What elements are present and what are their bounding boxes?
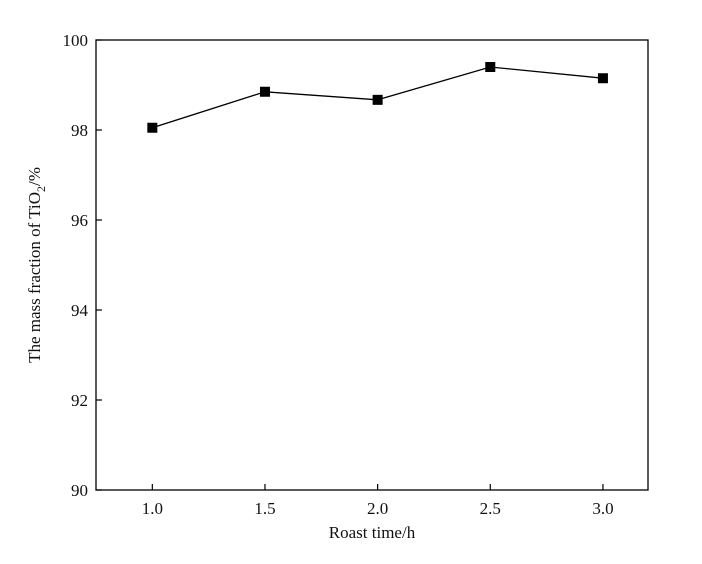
y-tick-label: 98 [71, 121, 88, 140]
data-point-marker [485, 62, 496, 72]
x-tick-label: 1.5 [254, 499, 275, 518]
y-axis-title-main: The mass fraction of TiO [25, 192, 44, 363]
x-tick-label: 2.5 [480, 499, 501, 518]
data-point-marker [372, 94, 383, 105]
x-tick-label: 2.0 [367, 499, 388, 518]
x-axis-ticks: 1.0 1.5 2.0 2.5 3.0 [142, 484, 614, 518]
x-tick-label: 3.0 [592, 499, 613, 518]
y-axis-title-suffix: /% [25, 167, 44, 186]
y-axis-title: The mass fraction of TiO2/% [25, 167, 48, 363]
y-axis-title-subscript: 2 [34, 186, 48, 192]
x-axis-title: Roast time/h [329, 523, 416, 542]
data-point-marker [147, 122, 158, 133]
y-tick-label: 90 [71, 481, 88, 500]
plot-frame [95, 39, 649, 491]
y-axis-ticks: 90 92 94 96 98 100 [63, 31, 102, 500]
data-point-marker [259, 86, 270, 97]
x-tick-label: 1.0 [142, 499, 163, 518]
data-point-marker [597, 73, 608, 84]
y-tick-label: 96 [71, 211, 88, 230]
series-layer [147, 62, 608, 133]
y-tick-label: 94 [71, 301, 89, 320]
y-tick-label: 100 [63, 31, 89, 50]
y-tick-label: 92 [71, 391, 88, 410]
